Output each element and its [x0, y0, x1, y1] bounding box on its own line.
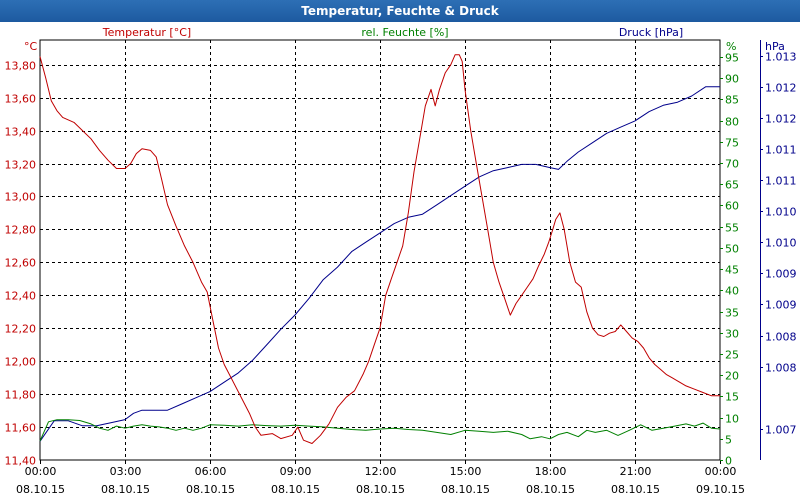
temperature-tick-label: 13,00: [5, 191, 37, 204]
x-tick-time: 00:00: [705, 465, 737, 478]
x-tick-time: 15:00: [450, 465, 482, 478]
temperature-tick-label: 13,20: [5, 159, 37, 172]
humidity-tick-label: 30: [725, 328, 739, 341]
pressure-tick-label: 1.011: [765, 144, 797, 157]
pressure-unit-label: hPa: [765, 40, 785, 53]
temperature-axis-label: Temperatur [°C]: [102, 26, 191, 39]
temperature-tick-label: 12,60: [5, 257, 37, 270]
series: [39, 54, 721, 444]
pressure-series-line: [39, 86, 720, 442]
pressure-tick-label: 1.011: [765, 175, 797, 188]
chart-area: °C Temperatur [°C] rel. Feuchte [%] Druc…: [0, 22, 800, 500]
temperature-tick-label: 12,40: [5, 290, 37, 303]
pressure-tick-label: 1.013: [765, 51, 797, 64]
humidity-tick-label: 5: [725, 434, 732, 447]
humidity-tick-label: 95: [725, 52, 739, 65]
temperature-series-line: [39, 54, 720, 444]
weather-chart: °C Temperatur [°C] rel. Feuchte [%] Druc…: [5, 26, 797, 496]
pressure-tick-label: 1.010: [765, 206, 797, 219]
x-tick-time: 09:00: [280, 465, 312, 478]
humidity-tick-label: 0: [725, 455, 732, 468]
x-tick-time: 21:00: [620, 465, 652, 478]
humidity-tick-label: 20: [725, 370, 739, 383]
axes: °C Temperatur [°C] rel. Feuchte [%] Druc…: [24, 26, 785, 53]
x-tick-date: 08.10.15: [271, 483, 320, 496]
x-tick-time: 06:00: [195, 465, 227, 478]
grid: [39, 39, 721, 461]
window-title: Temperatur, Feuchte & Druck: [0, 0, 800, 23]
humidity-tick-label: 80: [725, 116, 739, 129]
humidity-tick-label: 50: [725, 243, 739, 256]
x-tick-time: 00:00: [25, 465, 57, 478]
humidity-tick-label: 75: [725, 137, 739, 150]
temperature-tick-label: 13,80: [5, 60, 37, 73]
pressure-tick-label: 1.008: [765, 331, 797, 344]
humidity-unit-label: %: [726, 40, 736, 53]
x-tick-date: 08.10.15: [526, 483, 575, 496]
humidity-tick-label: 40: [725, 285, 739, 298]
x-tick-time: 12:00: [365, 465, 397, 478]
humidity-tick-label: 15: [725, 391, 739, 404]
x-tick-date: 08.10.15: [101, 483, 150, 496]
pressure-axis-label: Druck [hPa]: [619, 26, 683, 39]
pressure-tick-label: 1.009: [765, 268, 797, 281]
x-tick-date: 08.10.15: [186, 483, 235, 496]
humidity-tick-label: 65: [725, 179, 739, 192]
temperature-tick-label: 13,60: [5, 93, 37, 106]
temperature-tick-label: 13,40: [5, 126, 37, 139]
x-tick-time: 18:00: [535, 465, 567, 478]
temperature-tick-label: 11,80: [5, 389, 37, 402]
pressure-tick-label: 1.012: [765, 82, 797, 95]
humidity-tick-label: 85: [725, 94, 739, 107]
pressure-tick-label: 1.012: [765, 113, 797, 126]
x-tick-time: 03:00: [110, 465, 142, 478]
humidity-series-line: [39, 419, 721, 442]
humidity-tick-label: 45: [725, 264, 739, 277]
x-tick-date: 08.10.15: [16, 483, 65, 496]
humidity-tick-label: 70: [725, 158, 739, 171]
temperature-unit-label: °C: [24, 40, 38, 53]
pressure-tick-label: 1.007: [765, 424, 797, 437]
x-tick-date: 09.10.15: [696, 483, 745, 496]
pressure-tick-label: 1.009: [765, 299, 797, 312]
ticks: 13,80 13,60 13,40 13,20 13,00 12,80 12,60 12,40…: [5, 40, 797, 496]
humidity-tick-label: 25: [725, 349, 739, 362]
temperature-tick-label: 11,60: [5, 422, 37, 435]
x-tick-date: 08.10.15: [441, 483, 490, 496]
humidity-tick-label: 10: [725, 413, 739, 426]
humidity-tick-label: 60: [725, 200, 739, 213]
humidity-tick-label: 35: [725, 307, 739, 320]
temperature-tick-label: 12,80: [5, 224, 37, 237]
pressure-tick-label: 1.010: [765, 237, 797, 250]
pressure-tick-label: 1.008: [765, 362, 797, 375]
x-tick-date: 08.10.15: [356, 483, 405, 496]
x-tick-date: 08.10.15: [611, 483, 660, 496]
humidity-axis-label: rel. Feuchte [%]: [361, 26, 448, 39]
temperature-tick-label: 12,20: [5, 323, 37, 336]
temperature-tick-label: 12,00: [5, 356, 37, 369]
humidity-tick-label: 55: [725, 222, 739, 235]
temperature-tick-label: 11,40: [5, 455, 37, 468]
humidity-tick-label: 90: [725, 73, 739, 86]
